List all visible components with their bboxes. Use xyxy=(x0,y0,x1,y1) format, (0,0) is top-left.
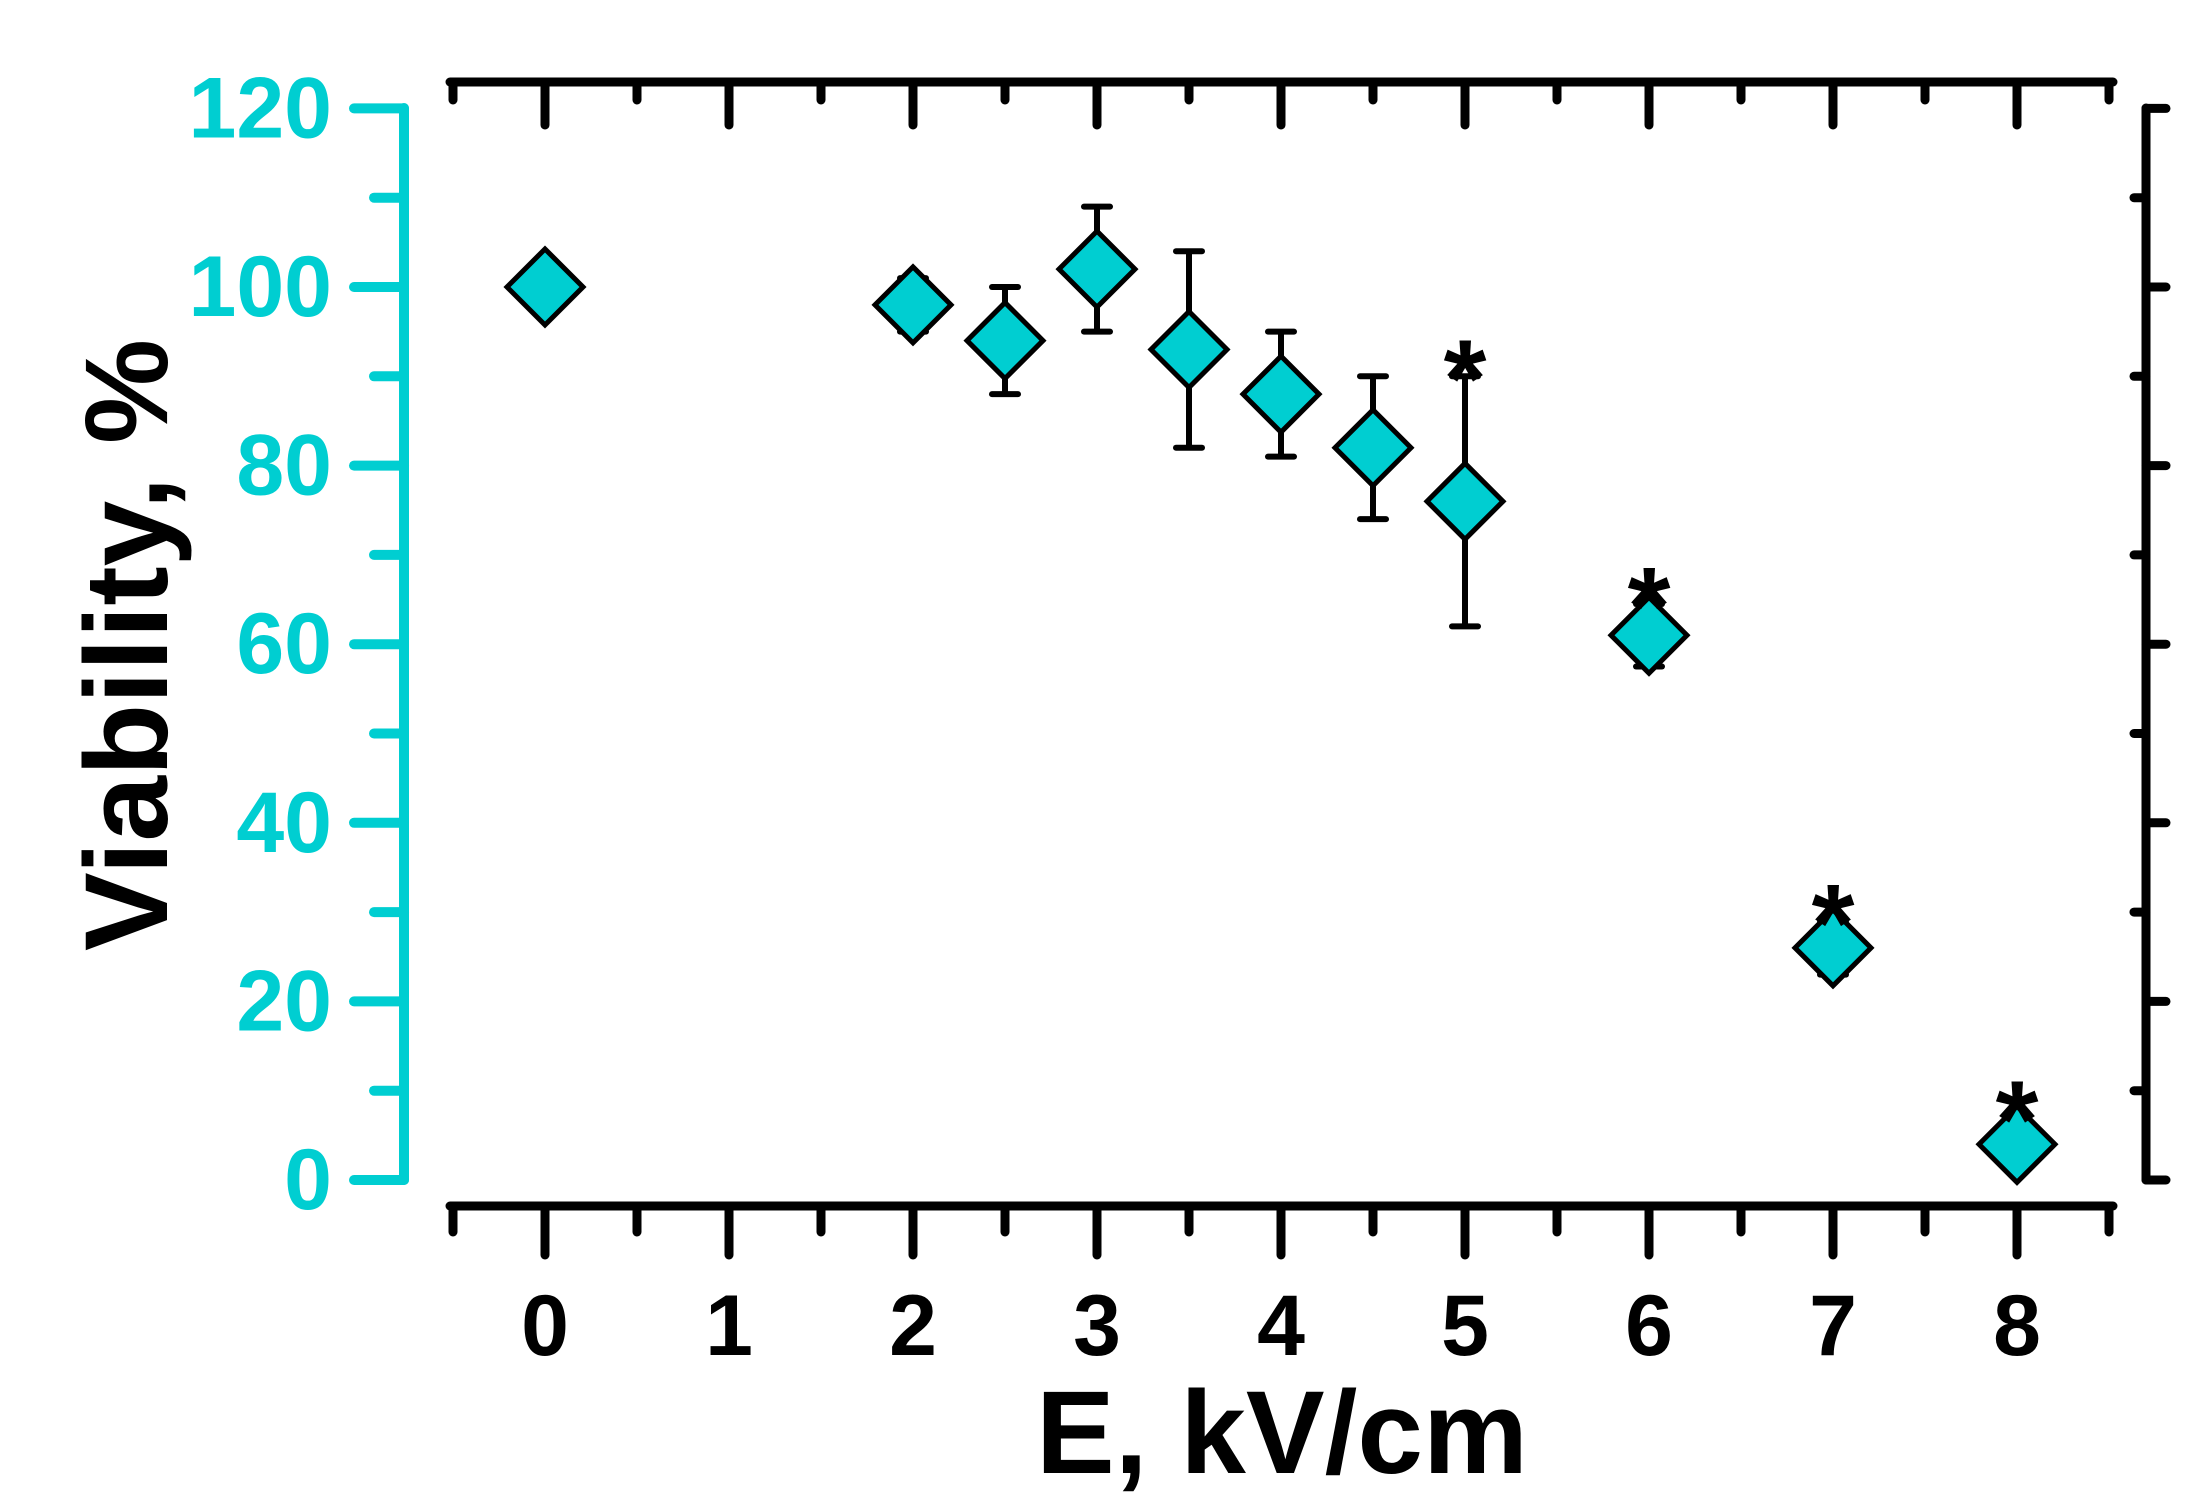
y-tick-label: 80 xyxy=(236,418,332,514)
y-axis-label: Viability, % xyxy=(61,339,193,951)
data-point xyxy=(1423,459,1507,543)
frame xyxy=(399,77,2151,1211)
x-tick-label: 5 xyxy=(1441,1278,1489,1374)
significance-star: * xyxy=(1444,317,1487,440)
data-point xyxy=(871,263,955,347)
x-tick-label: 7 xyxy=(1809,1278,1857,1374)
significance-star: * xyxy=(1996,1058,2039,1181)
significance-star: * xyxy=(1812,862,1855,985)
x-tick-label: 0 xyxy=(521,1278,569,1374)
data-markers xyxy=(503,227,2059,1186)
x-tick-label: 4 xyxy=(1257,1278,1305,1374)
y-tick-label: 40 xyxy=(236,775,332,871)
x-tick-label: 8 xyxy=(1993,1278,2041,1374)
x-tick-label: 2 xyxy=(889,1278,937,1374)
data-point xyxy=(503,245,587,329)
data-point xyxy=(1331,406,1415,490)
data-point xyxy=(1055,227,1139,311)
y-tick-label: 120 xyxy=(189,60,333,156)
y-tick-label: 100 xyxy=(189,239,333,335)
y-tick-labels: 0 20 40 60 80 100 120 xyxy=(189,60,333,1228)
y-tick-label: 0 xyxy=(284,1132,332,1228)
x-tick-label: 6 xyxy=(1625,1278,1673,1374)
x-tick-label: 1 xyxy=(705,1278,753,1374)
data-point xyxy=(1239,352,1323,436)
significance-marks: * * * * xyxy=(1444,317,2039,1181)
x-tick-label: 3 xyxy=(1073,1278,1121,1374)
data-point xyxy=(1975,1102,2059,1186)
data-point xyxy=(1147,307,1231,392)
ticks xyxy=(349,77,2171,1260)
significance-star: * xyxy=(1628,545,1671,668)
x-axis-label: E, kV/cm xyxy=(1036,1367,1528,1499)
x-tick-labels: 0 1 2 3 4 5 6 7 8 xyxy=(521,1278,2041,1374)
data-point xyxy=(1791,906,1875,990)
y-tick-label: 60 xyxy=(236,596,332,692)
data-point xyxy=(1607,593,1691,677)
data-point xyxy=(963,299,1047,383)
y-tick-label: 20 xyxy=(236,953,332,1049)
